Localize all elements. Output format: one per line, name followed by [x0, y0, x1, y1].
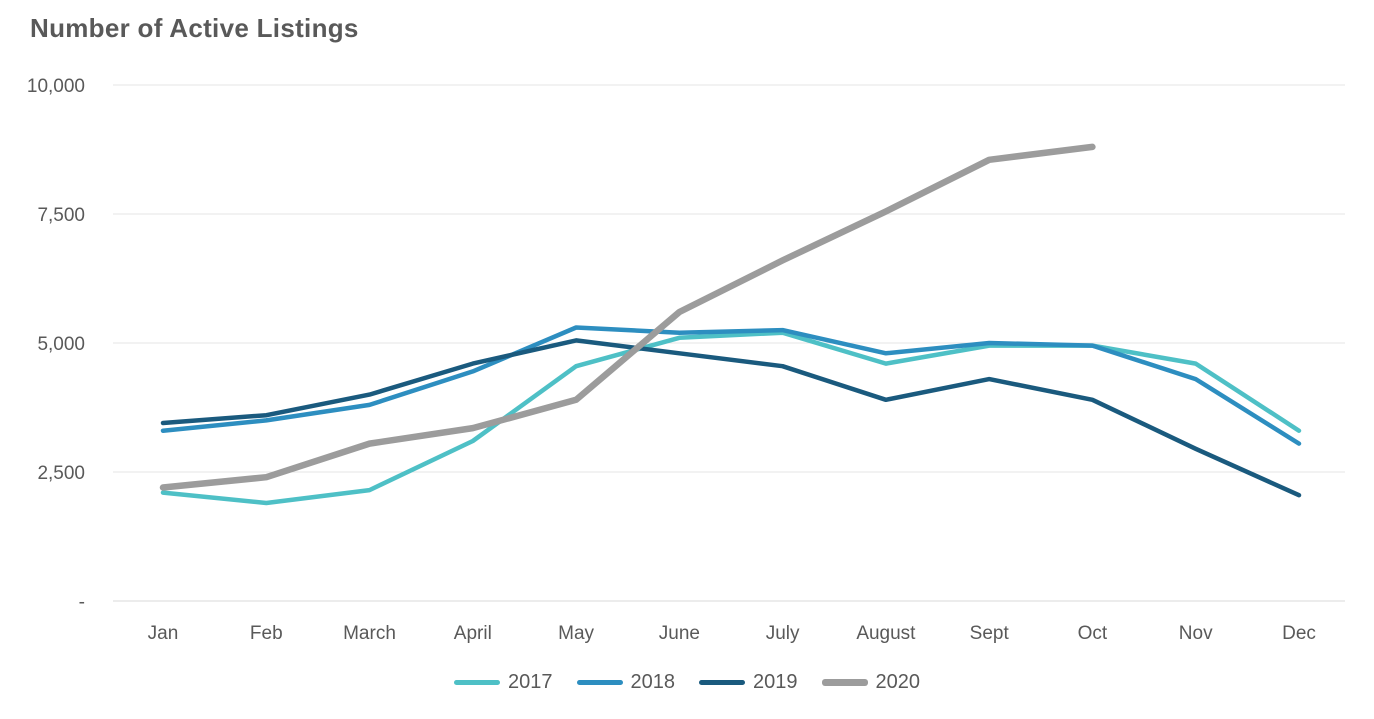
x-tick-label: April [454, 623, 492, 644]
legend-label-2018: 2018 [630, 671, 676, 693]
legend-label-2017: 2017 [508, 671, 553, 693]
legend-item-2018: 2018 [576, 671, 676, 694]
x-tick-label: Dec [1282, 623, 1316, 644]
legend-swatch-2018 [576, 680, 623, 685]
legend-swatch-2019 [699, 680, 745, 685]
x-tick-label: Oct [1078, 623, 1108, 644]
x-tick-label: Jan [148, 623, 179, 644]
x-tick-label: Feb [250, 623, 283, 644]
legend-item-2017: 2017 [454, 671, 553, 694]
legend-item-2020: 2020 [821, 671, 921, 694]
x-tick-label: August [856, 623, 916, 644]
x-tick-label: June [659, 623, 700, 644]
legend-label-2019: 2019 [753, 671, 798, 693]
x-tick-label: Sept [970, 623, 1010, 644]
legend-swatch-2017 [454, 680, 500, 685]
chart-legend: 2017 2018 2019 2020 [0, 671, 1374, 694]
x-tick-label: March [343, 623, 396, 644]
series-line-2019 [160, 338, 1302, 498]
x-tick-label: May [558, 623, 594, 644]
y-tick-label: 10,000 [27, 76, 85, 97]
x-tick-label: Nov [1179, 623, 1213, 644]
series-line-2017 [160, 330, 1302, 506]
x-tick-label: July [766, 623, 800, 644]
y-tick-label: 5,000 [37, 334, 85, 355]
series-line-2018 [160, 325, 1302, 446]
y-tick-label: - [79, 592, 85, 613]
legend-label-2020: 2020 [875, 671, 921, 693]
legend-item-2019: 2019 [699, 671, 798, 694]
chart-title: Number of Active Listings [30, 13, 359, 43]
legend-swatch-2020 [821, 679, 868, 686]
y-tick-label: 2,500 [37, 463, 85, 484]
y-tick-label: 7,500 [37, 205, 85, 226]
series-line-2020 [159, 143, 1096, 491]
